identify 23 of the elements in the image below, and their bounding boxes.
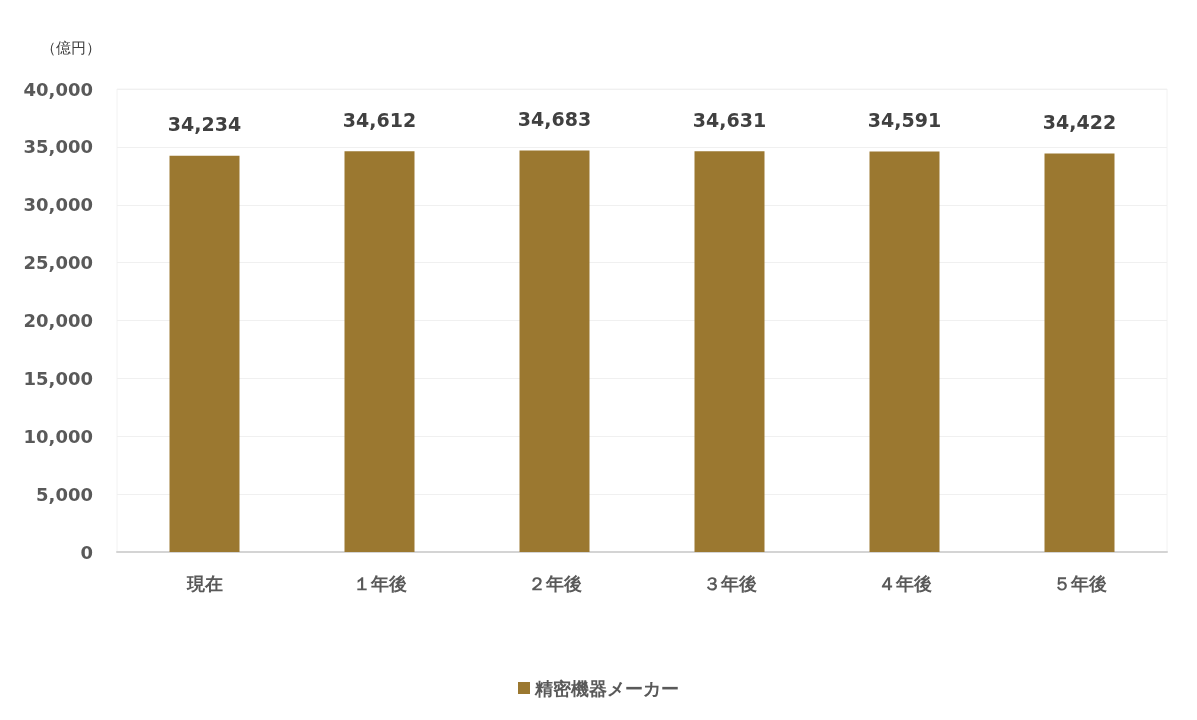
y-tick-label: 20,000 <box>23 310 93 331</box>
legend-label: 精密機器メーカー <box>534 677 679 699</box>
data-label: 34,631 <box>692 108 767 131</box>
data-label: 34,683 <box>517 108 592 131</box>
y-tick-label: 40,000 <box>23 78 93 100</box>
x-tick-label: ３年後 <box>702 572 757 594</box>
data-label: 34,591 <box>867 109 942 132</box>
x-tick-label: １年後 <box>352 572 407 594</box>
y-tick-label: 25,000 <box>23 252 93 274</box>
x-tick-label: ４年後 <box>877 572 932 594</box>
data-label: 34,234 <box>167 113 242 136</box>
x-tick-label: 現在 <box>185 572 223 594</box>
y-tick-label: 0 <box>80 541 93 563</box>
y-tick-label: 15,000 <box>23 367 93 389</box>
x-tick-label: ５年後 <box>1052 572 1107 594</box>
y-tick-label: 35,000 <box>23 136 93 158</box>
y-tick-label: 5,000 <box>36 483 93 505</box>
data-label: 34,612 <box>342 108 417 131</box>
y-axis-title: （億円） <box>41 38 101 57</box>
x-tick-label: ２年後 <box>527 572 582 594</box>
y-tick-label: 30,000 <box>23 194 93 216</box>
y-tick-label: 10,000 <box>23 425 93 447</box>
data-label: 34,422 <box>1042 111 1117 134</box>
